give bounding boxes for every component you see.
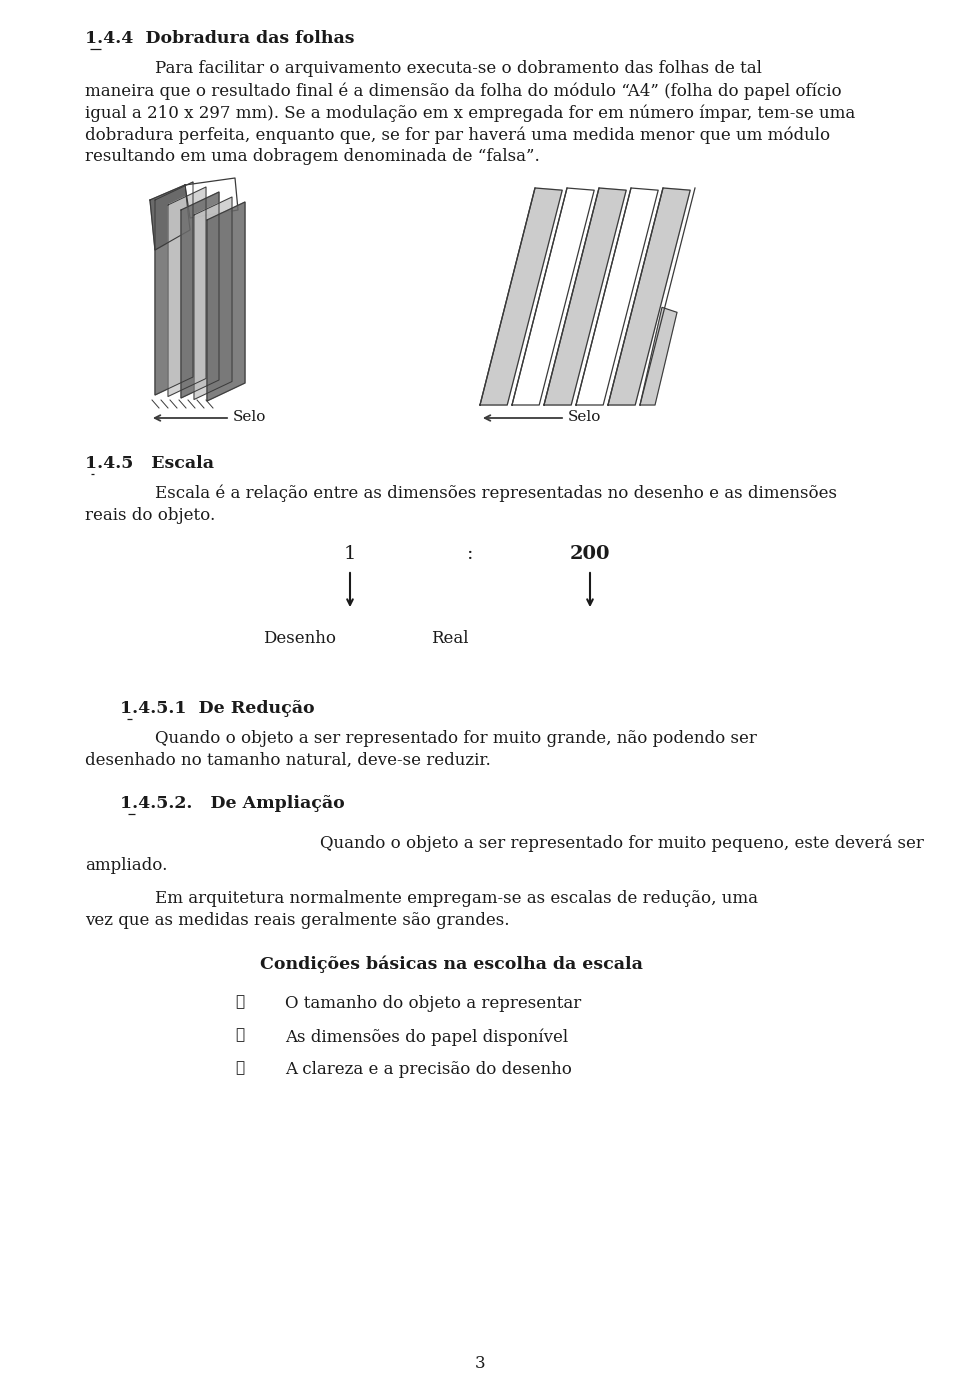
Polygon shape [480, 188, 563, 404]
Polygon shape [544, 188, 626, 404]
Text: ➤: ➤ [235, 995, 244, 1009]
Polygon shape [168, 188, 206, 396]
Polygon shape [207, 202, 245, 400]
Text: ➤: ➤ [235, 1029, 244, 1042]
Polygon shape [608, 188, 690, 404]
Polygon shape [194, 197, 232, 399]
Text: dobradura perfeita, enquanto que, se for par haverá uma medida menor que um módu: dobradura perfeita, enquanto que, se for… [85, 126, 830, 143]
Text: 1.4.5.1  De Redução: 1.4.5.1 De Redução [120, 701, 315, 717]
Text: Selo: Selo [568, 410, 601, 424]
Text: 3: 3 [474, 1355, 486, 1372]
Polygon shape [181, 192, 219, 398]
Polygon shape [150, 185, 190, 250]
Text: Em arquitetura normalmente empregam-se as escalas de redução, uma: Em arquitetura normalmente empregam-se a… [155, 890, 758, 908]
Text: Condições básicas na escolha da escala: Condições básicas na escolha da escala [260, 955, 643, 973]
Text: Para facilitar o arquivamento executa-se o dobramento das folhas de tal: Para facilitar o arquivamento executa-se… [155, 60, 762, 76]
Polygon shape [185, 178, 238, 218]
Polygon shape [155, 182, 193, 395]
Text: maneira que o resultado final é a dimensão da folha do módulo “A4” (folha do pap: maneira que o resultado final é a dimens… [85, 82, 842, 100]
Text: :: : [467, 545, 473, 563]
Text: Desenho: Desenho [263, 630, 337, 646]
Text: Selo: Selo [233, 410, 266, 424]
Text: 1: 1 [344, 545, 356, 563]
Text: 1.4.4  Dobradura das folhas: 1.4.4 Dobradura das folhas [85, 31, 354, 47]
Text: A clareza e a precisão do desenho: A clareza e a precisão do desenho [285, 1061, 572, 1079]
Text: 200: 200 [569, 545, 611, 563]
Text: Escala é a relação entre as dimensões representadas no desenho e as dimensões: Escala é a relação entre as dimensões re… [155, 485, 837, 503]
Text: 1.4.5   Escala: 1.4.5 Escala [85, 455, 214, 473]
Polygon shape [640, 307, 677, 404]
Polygon shape [512, 188, 594, 404]
Text: ➤: ➤ [235, 1061, 244, 1074]
Text: desenhado no tamanho natural, deve-se reduzir.: desenhado no tamanho natural, deve-se re… [85, 752, 491, 769]
Text: ampliado.: ampliado. [85, 858, 167, 874]
Text: O tamanho do objeto a representar: O tamanho do objeto a representar [285, 995, 581, 1012]
Text: resultando em uma dobragem denominada de “falsa”.: resultando em uma dobragem denominada de… [85, 147, 540, 165]
Text: reais do objeto.: reais do objeto. [85, 507, 215, 524]
Text: Quando o objeto a ser representado for muito grande, não podendo ser: Quando o objeto a ser representado for m… [155, 730, 756, 746]
Text: igual a 210 x 297 mm). Se a modulação em x empregada for em número ímpar, tem-se: igual a 210 x 297 mm). Se a modulação em… [85, 104, 855, 121]
Text: vez que as medidas reais geralmente são grandes.: vez que as medidas reais geralmente são … [85, 912, 510, 929]
Text: As dimensões do papel disponível: As dimensões do papel disponível [285, 1029, 568, 1045]
Text: Real: Real [431, 630, 468, 646]
Text: Quando o objeto a ser representado for muito pequeno, este deverá ser: Quando o objeto a ser representado for m… [320, 835, 924, 852]
Polygon shape [576, 188, 659, 404]
Text: 1.4.5.2.   De Ampliação: 1.4.5.2. De Ampliação [120, 795, 345, 812]
